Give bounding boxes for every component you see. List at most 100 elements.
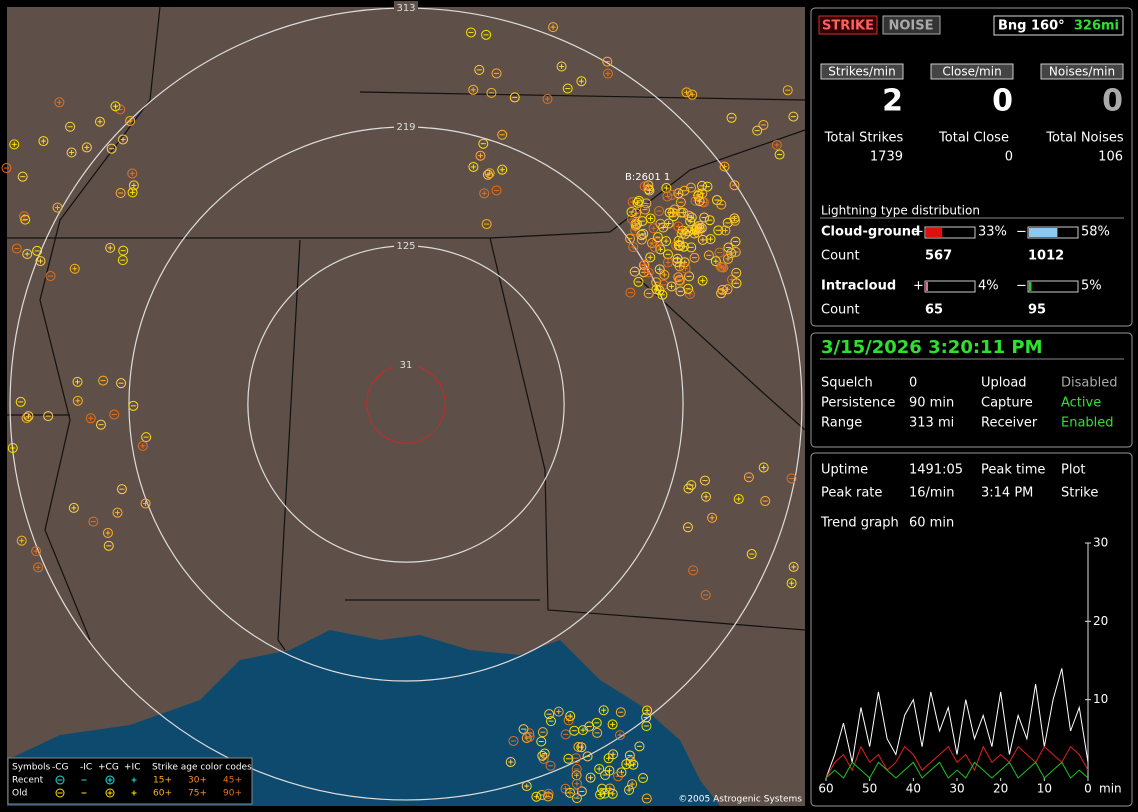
strike <box>676 228 687 239</box>
strike <box>607 719 618 730</box>
strike <box>128 400 139 411</box>
strike <box>9 139 20 150</box>
strike <box>22 249 33 260</box>
strike <box>117 255 128 266</box>
strike <box>683 226 694 237</box>
stat-cell: Strike <box>1061 486 1098 501</box>
strike <box>33 562 44 573</box>
strike <box>127 187 138 198</box>
strike <box>666 281 677 292</box>
sign: + <box>913 225 924 240</box>
strike <box>127 168 138 179</box>
rate-value: 2 <box>882 84 903 119</box>
strike <box>497 129 508 140</box>
ring-label-bg <box>394 357 418 371</box>
distance: 326mi <box>1074 19 1119 34</box>
y-tick-label: 20 <box>1093 614 1108 628</box>
status-cell: 0 <box>909 376 917 391</box>
strike-symbols <box>1 22 799 804</box>
strike <box>481 219 492 230</box>
strike <box>43 411 54 422</box>
strike <box>786 473 797 484</box>
strike <box>675 275 686 286</box>
strike <box>723 242 734 253</box>
state-line <box>39 6 161 641</box>
strike <box>680 263 691 274</box>
strike <box>722 217 733 228</box>
stat-cell: Trend graph <box>820 516 899 531</box>
strike <box>85 413 96 424</box>
stat-cell: Peak rate <box>821 486 882 501</box>
legend-age-code: 15+ <box>153 776 172 786</box>
strike <box>685 182 696 193</box>
strike <box>674 275 685 286</box>
strike <box>563 753 574 764</box>
strike <box>726 112 737 123</box>
stat-cell: 16/min <box>909 486 954 501</box>
strike <box>649 242 660 253</box>
legend-header: -IC <box>80 763 92 773</box>
pct-bar-frame <box>924 226 976 239</box>
strike <box>713 225 724 236</box>
strike <box>116 484 127 495</box>
strike <box>679 185 690 196</box>
legend-symbol <box>105 788 115 798</box>
type-label: Cloud-ground <box>821 225 920 240</box>
legend-header: -CG <box>52 763 69 773</box>
strike <box>88 516 99 527</box>
strike <box>521 781 532 792</box>
rate-header <box>820 63 904 80</box>
status-cell: 313 mi <box>909 416 954 431</box>
strike <box>625 287 636 298</box>
strike <box>746 549 757 560</box>
strike <box>633 276 644 287</box>
strike <box>116 378 127 389</box>
strike <box>692 222 703 233</box>
strike <box>662 191 673 202</box>
strike <box>641 793 652 804</box>
strike <box>94 116 105 127</box>
ring-label-bg <box>394 119 418 133</box>
total-label: Total Close <box>938 131 1009 146</box>
state-line <box>489 237 806 631</box>
strike <box>788 561 799 572</box>
noise-button[interactable] <box>882 15 941 35</box>
strike <box>597 783 608 794</box>
strike <box>591 717 602 728</box>
total-value: 1739 <box>870 150 903 165</box>
strike <box>716 262 727 273</box>
strike <box>536 790 547 801</box>
count-value: 65 <box>925 303 943 318</box>
strike <box>524 728 535 739</box>
strike <box>707 512 718 523</box>
strike <box>484 168 495 179</box>
legend-header: +IC <box>124 763 140 773</box>
strike <box>710 256 721 267</box>
stat-cell: 3:14 PM <box>981 486 1033 501</box>
strike-button[interactable] <box>818 15 878 35</box>
stats-box <box>810 452 1133 807</box>
mode-strike[interactable]: STRIKE <box>822 19 874 34</box>
strike <box>786 578 797 589</box>
strike <box>694 220 705 231</box>
strike <box>468 161 479 172</box>
strike <box>782 85 793 96</box>
mode-noise[interactable]: NOISE <box>888 19 933 34</box>
strike <box>639 204 650 215</box>
strike <box>602 68 613 79</box>
status-cell: Active <box>1061 396 1101 411</box>
strike <box>730 247 741 258</box>
legend-age-code: 45+ <box>223 776 242 786</box>
strike <box>38 136 49 147</box>
stat-cell: Plot <box>1061 463 1086 478</box>
strike <box>726 248 737 259</box>
strike <box>700 589 711 600</box>
strike <box>733 494 744 505</box>
strike <box>655 218 666 229</box>
strike <box>632 197 643 208</box>
ring-label-bg <box>394 238 418 252</box>
strike <box>505 756 516 767</box>
strike <box>570 753 581 764</box>
strike <box>731 267 742 278</box>
